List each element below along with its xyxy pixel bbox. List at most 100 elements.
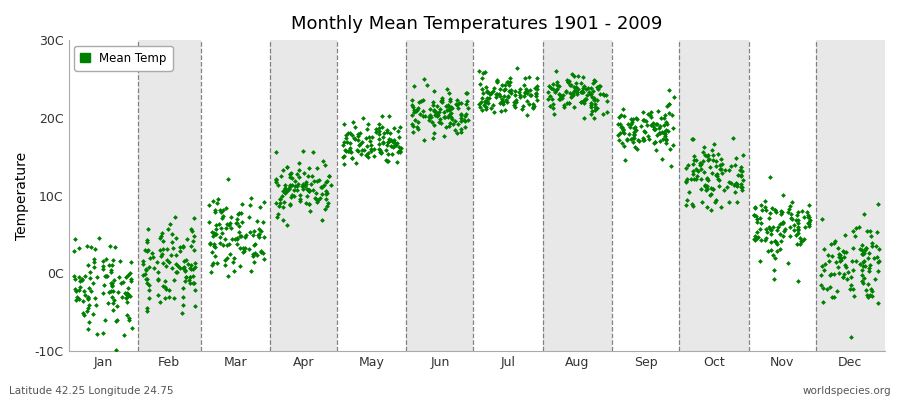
Point	[458, 110, 473, 117]
Point	[864, 285, 878, 292]
Point	[343, 140, 357, 146]
Point	[136, 272, 150, 278]
Point	[479, 98, 493, 105]
Point	[846, 228, 860, 234]
Point	[562, 90, 577, 96]
Point	[234, 233, 248, 239]
Point	[317, 182, 331, 188]
Point	[178, 274, 193, 280]
Point	[72, 274, 86, 280]
Point	[124, 325, 139, 331]
Point	[530, 86, 544, 92]
Point	[797, 224, 812, 230]
Point	[224, 236, 238, 243]
Point	[545, 80, 560, 87]
Point	[752, 226, 767, 233]
Point	[832, 258, 847, 264]
Point	[483, 90, 498, 97]
Point	[322, 173, 337, 180]
Point	[766, 252, 780, 259]
Point	[543, 93, 557, 99]
Point	[856, 280, 870, 286]
Point	[783, 233, 797, 239]
Point	[636, 137, 651, 144]
Point	[143, 254, 157, 261]
Point	[750, 235, 764, 242]
Point	[475, 95, 490, 102]
Point	[753, 220, 768, 226]
Point	[814, 282, 828, 289]
Point	[490, 78, 504, 84]
Point	[652, 123, 667, 129]
Point	[226, 258, 240, 265]
Point	[637, 128, 652, 134]
Point	[120, 293, 134, 300]
Point	[275, 217, 290, 224]
Point	[827, 271, 842, 277]
Point	[158, 284, 173, 290]
Point	[639, 118, 653, 124]
Point	[238, 233, 252, 240]
Point	[761, 214, 776, 221]
Point	[709, 162, 724, 169]
Point	[215, 214, 230, 221]
Point	[252, 234, 266, 240]
Point	[423, 106, 437, 112]
Point	[271, 182, 285, 188]
Point	[220, 220, 234, 227]
Point	[852, 260, 867, 267]
Point	[98, 317, 112, 324]
Point	[361, 154, 375, 160]
Point	[367, 152, 382, 159]
Point	[105, 257, 120, 263]
Point	[652, 138, 667, 145]
Point	[457, 124, 472, 130]
Point	[346, 118, 360, 125]
Point	[369, 129, 383, 135]
Point	[230, 216, 245, 222]
Point	[222, 222, 237, 228]
Point	[577, 115, 591, 121]
Point	[176, 244, 190, 250]
Point	[584, 85, 598, 92]
Point	[292, 192, 307, 198]
Point	[698, 183, 712, 189]
Point	[587, 77, 601, 83]
Point	[612, 130, 626, 136]
Point	[563, 94, 578, 100]
Point	[782, 206, 796, 213]
Point	[104, 267, 118, 273]
Point	[319, 179, 333, 185]
Point	[656, 136, 670, 142]
Point	[460, 98, 474, 104]
Point	[390, 140, 404, 146]
Point	[493, 86, 508, 92]
Point	[385, 150, 400, 157]
Point	[356, 115, 370, 122]
Point	[830, 288, 844, 294]
Point	[482, 90, 496, 96]
Point	[582, 91, 597, 97]
Point	[473, 99, 488, 105]
Point	[501, 79, 516, 85]
Point	[679, 179, 693, 186]
Point	[652, 125, 666, 131]
Point	[76, 298, 90, 304]
Point	[437, 114, 452, 120]
Legend: Mean Temp: Mean Temp	[75, 46, 173, 71]
Point	[87, 259, 102, 265]
Point	[459, 90, 473, 96]
Point	[112, 274, 126, 280]
Point	[855, 272, 869, 278]
Point	[107, 277, 122, 283]
Point	[821, 251, 835, 258]
Point	[543, 103, 557, 109]
Point	[763, 231, 778, 237]
Point	[345, 155, 359, 161]
Point	[801, 214, 815, 220]
Point	[816, 298, 831, 305]
Point	[425, 119, 439, 125]
Point	[322, 173, 337, 179]
Point	[627, 131, 642, 138]
Point	[528, 93, 543, 100]
